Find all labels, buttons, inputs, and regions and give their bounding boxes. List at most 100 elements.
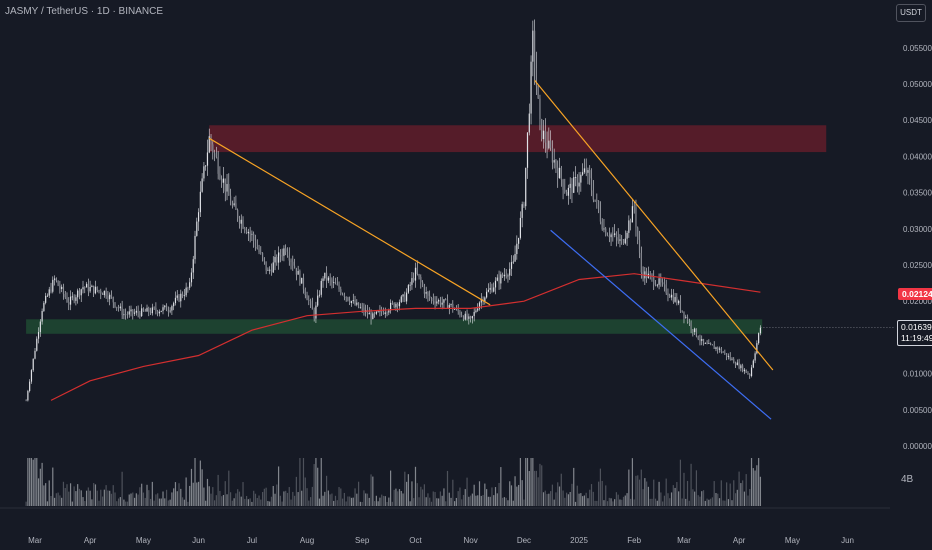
- candle-body: [34, 350, 36, 359]
- candle-body: [519, 217, 521, 238]
- candle-body: [343, 294, 345, 297]
- volume-bar: [217, 474, 219, 506]
- volume-bar: [212, 487, 214, 506]
- volume-bar: [333, 500, 335, 506]
- volume-bar: [610, 498, 612, 506]
- volume-bar: [422, 489, 424, 506]
- volume-bar: [146, 484, 148, 506]
- volume-bar: [521, 480, 523, 506]
- volume-bar: [368, 497, 370, 506]
- candle-body: [141, 308, 143, 317]
- volume-bar: [221, 496, 223, 506]
- volume-bar: [622, 496, 625, 506]
- volume-bar: [678, 491, 680, 506]
- candle-body: [212, 144, 214, 153]
- volume-bar: [726, 482, 728, 506]
- volume-bar: [256, 497, 258, 506]
- volume-bar: [357, 481, 360, 506]
- candle-body: [503, 274, 505, 277]
- volume-bar: [261, 492, 264, 506]
- candle-body: [617, 237, 619, 241]
- volume-bar: [535, 470, 537, 506]
- volume-bar: [277, 466, 280, 506]
- candle-body: [743, 369, 746, 372]
- volume-bar: [727, 499, 730, 506]
- candle-body: [393, 302, 395, 308]
- volume-bar: [43, 485, 45, 506]
- candle-body: [537, 85, 539, 99]
- volume-bar: [80, 490, 82, 506]
- y-tick-label: 0.04500: [903, 116, 932, 125]
- candle-body: [555, 160, 557, 168]
- moving-average-line: [50, 273, 761, 401]
- volume-bar: [265, 487, 267, 506]
- candle-body: [62, 286, 65, 294]
- candle-body: [731, 358, 733, 360]
- volume-bar: [73, 486, 75, 506]
- volume-bar: [411, 481, 413, 506]
- candle-body: [694, 328, 696, 333]
- candle-body: [507, 275, 509, 277]
- candle-body: [592, 190, 594, 200]
- volume-bar: [756, 465, 758, 506]
- candle-body: [566, 192, 568, 196]
- candle-body: [752, 360, 754, 368]
- candle-body: [119, 306, 121, 309]
- volume-bar: [669, 498, 671, 506]
- volume-bar: [308, 500, 310, 506]
- candle-body: [265, 261, 267, 271]
- volume-bar: [608, 497, 610, 506]
- volume-bar: [606, 501, 609, 506]
- volume-bar: [663, 495, 666, 506]
- volume-bar: [429, 497, 431, 506]
- volume-bar: [340, 488, 342, 506]
- candle-body: [53, 278, 56, 280]
- candle-body: [494, 280, 497, 288]
- candle-body: [441, 302, 443, 305]
- candle-body: [407, 285, 409, 293]
- volume-bar: [34, 458, 36, 506]
- candle-body: [404, 294, 406, 302]
- candle-body: [621, 239, 623, 241]
- candle-body: [222, 178, 225, 183]
- candle-body: [402, 294, 404, 297]
- volume-bar: [694, 491, 696, 506]
- x-tick-label: Oct: [409, 536, 422, 545]
- candle-body: [539, 98, 541, 120]
- volume-bar: [695, 470, 698, 506]
- candle-body: [702, 339, 705, 344]
- y-tick-label: 0.00500: [903, 406, 932, 415]
- x-tick-label: Apr: [733, 536, 746, 545]
- volume-bar: [438, 498, 440, 506]
- currency-button[interactable]: USDT: [896, 4, 926, 22]
- candle-body: [398, 302, 401, 307]
- volume-bar: [413, 498, 415, 506]
- candle-body: [470, 316, 472, 319]
- volume-bar: [603, 500, 605, 506]
- candle-body: [571, 183, 573, 193]
- y-tick-label: 0.04000: [903, 152, 932, 161]
- candle-body: [301, 277, 303, 284]
- volume-bar: [660, 492, 662, 506]
- candle-body: [729, 355, 731, 360]
- x-tick-label: May: [785, 536, 800, 545]
- candle-body: [192, 259, 194, 273]
- volume-bar: [215, 495, 217, 506]
- candle-body: [468, 316, 470, 319]
- volume-bar: [717, 493, 719, 506]
- candle-body: [133, 312, 136, 314]
- candle-body: [226, 184, 228, 192]
- candle-body: [151, 307, 153, 314]
- y-tick-label: 0.01000: [903, 370, 932, 379]
- candle-body: [217, 157, 219, 174]
- volume-bar: [685, 498, 687, 506]
- volume-bar: [651, 498, 653, 506]
- candle-body: [530, 61, 532, 114]
- candle-body: [413, 278, 415, 281]
- volume-bar: [747, 495, 749, 506]
- candle-body: [654, 284, 657, 286]
- volume-bar: [53, 497, 56, 506]
- candle-body: [347, 297, 349, 301]
- candle-body: [276, 256, 278, 263]
